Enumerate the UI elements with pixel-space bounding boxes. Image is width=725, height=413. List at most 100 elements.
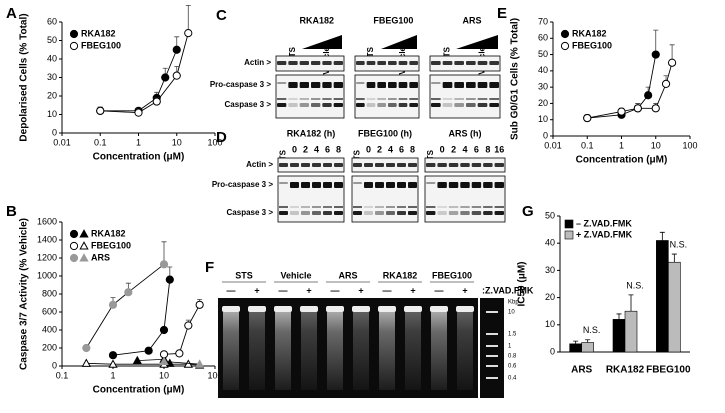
band [466, 61, 476, 65]
band [386, 163, 395, 167]
legend-marker [69, 29, 79, 39]
lane-label: + [462, 285, 467, 295]
blot-frame [351, 157, 419, 173]
panel-label: B [6, 203, 17, 220]
blot-frame [275, 74, 345, 119]
group-title: STS [235, 270, 253, 280]
band [311, 98, 321, 100]
ladder-label: 0.8 [508, 354, 517, 360]
band [437, 211, 447, 215]
band [377, 82, 386, 88]
data-point [82, 343, 91, 353]
gel-well [274, 306, 292, 312]
dose-wedge [381, 35, 417, 49]
band [466, 103, 476, 107]
band [437, 182, 447, 188]
band [323, 163, 332, 167]
x-tick-label: ARS [571, 365, 592, 376]
gel-well [300, 306, 318, 312]
band [288, 103, 298, 107]
band [299, 103, 309, 107]
legend-label: FBEG100 [91, 240, 131, 250]
band [431, 82, 441, 84]
data-point [165, 275, 174, 284]
band [312, 206, 321, 208]
data-point [651, 50, 660, 59]
group-title: ARS [338, 270, 357, 280]
series-line [85, 263, 165, 349]
lane-label: STS [366, 46, 375, 62]
band [426, 163, 436, 167]
band [353, 182, 362, 184]
band [290, 206, 299, 208]
bar [612, 319, 626, 353]
lane-label: — [227, 285, 236, 295]
lane-label: STS [443, 46, 452, 62]
lane-label: 16 [494, 144, 504, 154]
band [322, 103, 332, 107]
y-tick-label: 1600 [37, 216, 57, 226]
lane-label: 8 [410, 144, 415, 154]
x-tick-label: 0.1 [581, 140, 594, 150]
x-tick-label: 10 [159, 370, 169, 380]
band [397, 211, 406, 215]
y-tick-label: 40 [545, 238, 555, 248]
gel-smear [457, 312, 473, 390]
band [408, 182, 417, 188]
band [388, 103, 397, 107]
band [312, 163, 321, 167]
blot-frame [351, 175, 419, 223]
gel-well [456, 306, 474, 312]
band [353, 211, 362, 215]
band [431, 103, 441, 107]
data-point-triangle [194, 359, 205, 368]
data-point [617, 107, 626, 116]
band [375, 206, 384, 208]
band [311, 61, 321, 65]
ladder-band [486, 377, 498, 379]
band [408, 206, 417, 208]
band [442, 98, 453, 100]
series-line [163, 304, 201, 355]
ladder-label: 0.6 [508, 364, 517, 370]
band [334, 163, 343, 167]
band [408, 163, 417, 167]
band [388, 82, 397, 88]
band [333, 98, 343, 100]
y-tick-label: 0 [543, 130, 548, 140]
dose-wedge [302, 35, 342, 49]
band [483, 163, 493, 167]
band [323, 182, 332, 188]
gel-smear [223, 312, 239, 390]
y-tick-label: 200 [42, 342, 57, 352]
y-tick-label: 0 [52, 127, 57, 137]
band [288, 82, 298, 88]
band [288, 61, 298, 65]
band [454, 103, 464, 107]
group-title: FBEG100 [432, 270, 472, 280]
band [388, 61, 397, 65]
group-title: FBEG100 [373, 15, 413, 25]
gel-well [222, 306, 240, 312]
triangle-line [163, 361, 200, 365]
band [334, 211, 343, 215]
error-bar [573, 340, 579, 344]
data-point-triangle [108, 359, 118, 368]
group-title: FBEG100 (h) [358, 128, 412, 138]
band [477, 82, 488, 88]
band [494, 163, 504, 167]
lane-label: 8 [336, 144, 341, 154]
band [322, 98, 332, 100]
blot-frame [277, 157, 345, 173]
x-tick-label: 10 [172, 137, 182, 147]
band [408, 211, 417, 215]
group-title: ARS (h) [449, 128, 482, 138]
x-tick-label: 1 [136, 137, 141, 147]
blot-frame [275, 55, 345, 72]
band [448, 211, 459, 215]
legend-marker [79, 241, 89, 250]
ladder-band [486, 365, 498, 367]
band [333, 103, 343, 107]
band [460, 206, 470, 208]
band [323, 211, 332, 215]
